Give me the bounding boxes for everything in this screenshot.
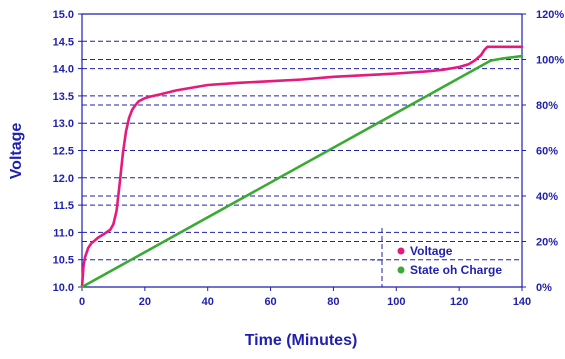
y-tick-label-2: 11.0 <box>53 227 74 239</box>
gridlines <box>82 13 522 261</box>
y-tick-label-4: 12.0 <box>53 173 74 185</box>
x-tick-label-6: 120 <box>450 296 468 308</box>
series-lines <box>80 45 524 289</box>
x-tick-label-1: 20 <box>139 296 151 308</box>
x-tick-label-2: 40 <box>202 296 214 308</box>
y-tick-label-5: 12.5 <box>53 146 74 158</box>
x-tick-label-5: 100 <box>387 296 405 308</box>
y-tick-label-3: 11.5 <box>53 200 74 212</box>
series-line-state-of-charge <box>80 54 524 289</box>
legend-box-border <box>372 228 383 287</box>
y-axis-title: Voltage <box>8 123 25 180</box>
y2-tick-label-0: 0% <box>536 282 552 294</box>
x-tick-label-0: 0 <box>79 296 85 308</box>
y2-tick-label-2: 40% <box>536 191 558 203</box>
x-axis-title: Time (Minutes) <box>245 332 358 349</box>
y2-tick-label-4: 80% <box>536 100 558 112</box>
series-line-voltage <box>80 45 524 289</box>
y2-tick-label-3: 60% <box>536 146 558 158</box>
legend: Voltage State oh Charge <box>372 228 502 287</box>
tick-labels: 0 20 40 60 80 100 120 140 10.0 10.5 11.0 11.5 12.0 12… <box>53 9 565 308</box>
y2-tick-label-5: 100% <box>536 55 564 67</box>
y2-tick-label-6: 120% <box>536 9 564 21</box>
x-tick-label-3: 60 <box>264 296 276 308</box>
x-tick-label-4: 80 <box>327 296 339 308</box>
y-tick-label-8: 14.0 <box>53 64 74 76</box>
y-tick-label-9: 14.5 <box>53 36 74 48</box>
x-tick-label-7: 140 <box>513 296 531 308</box>
y-tick-label-1: 10.5 <box>53 255 74 267</box>
y-tick-label-6: 13.0 <box>53 118 74 130</box>
y-tick-label-7: 13.5 <box>53 91 74 103</box>
legend-soc-marker <box>397 266 405 274</box>
y2-tick-label-1: 20% <box>536 237 558 249</box>
legend-soc-label: State oh Charge <box>410 263 502 277</box>
legend-voltage-label: Voltage <box>410 244 453 258</box>
legend-voltage-marker <box>397 247 405 255</box>
y-tick-label-0: 10.0 <box>53 282 74 294</box>
y-tick-label-10: 15.0 <box>53 9 74 21</box>
